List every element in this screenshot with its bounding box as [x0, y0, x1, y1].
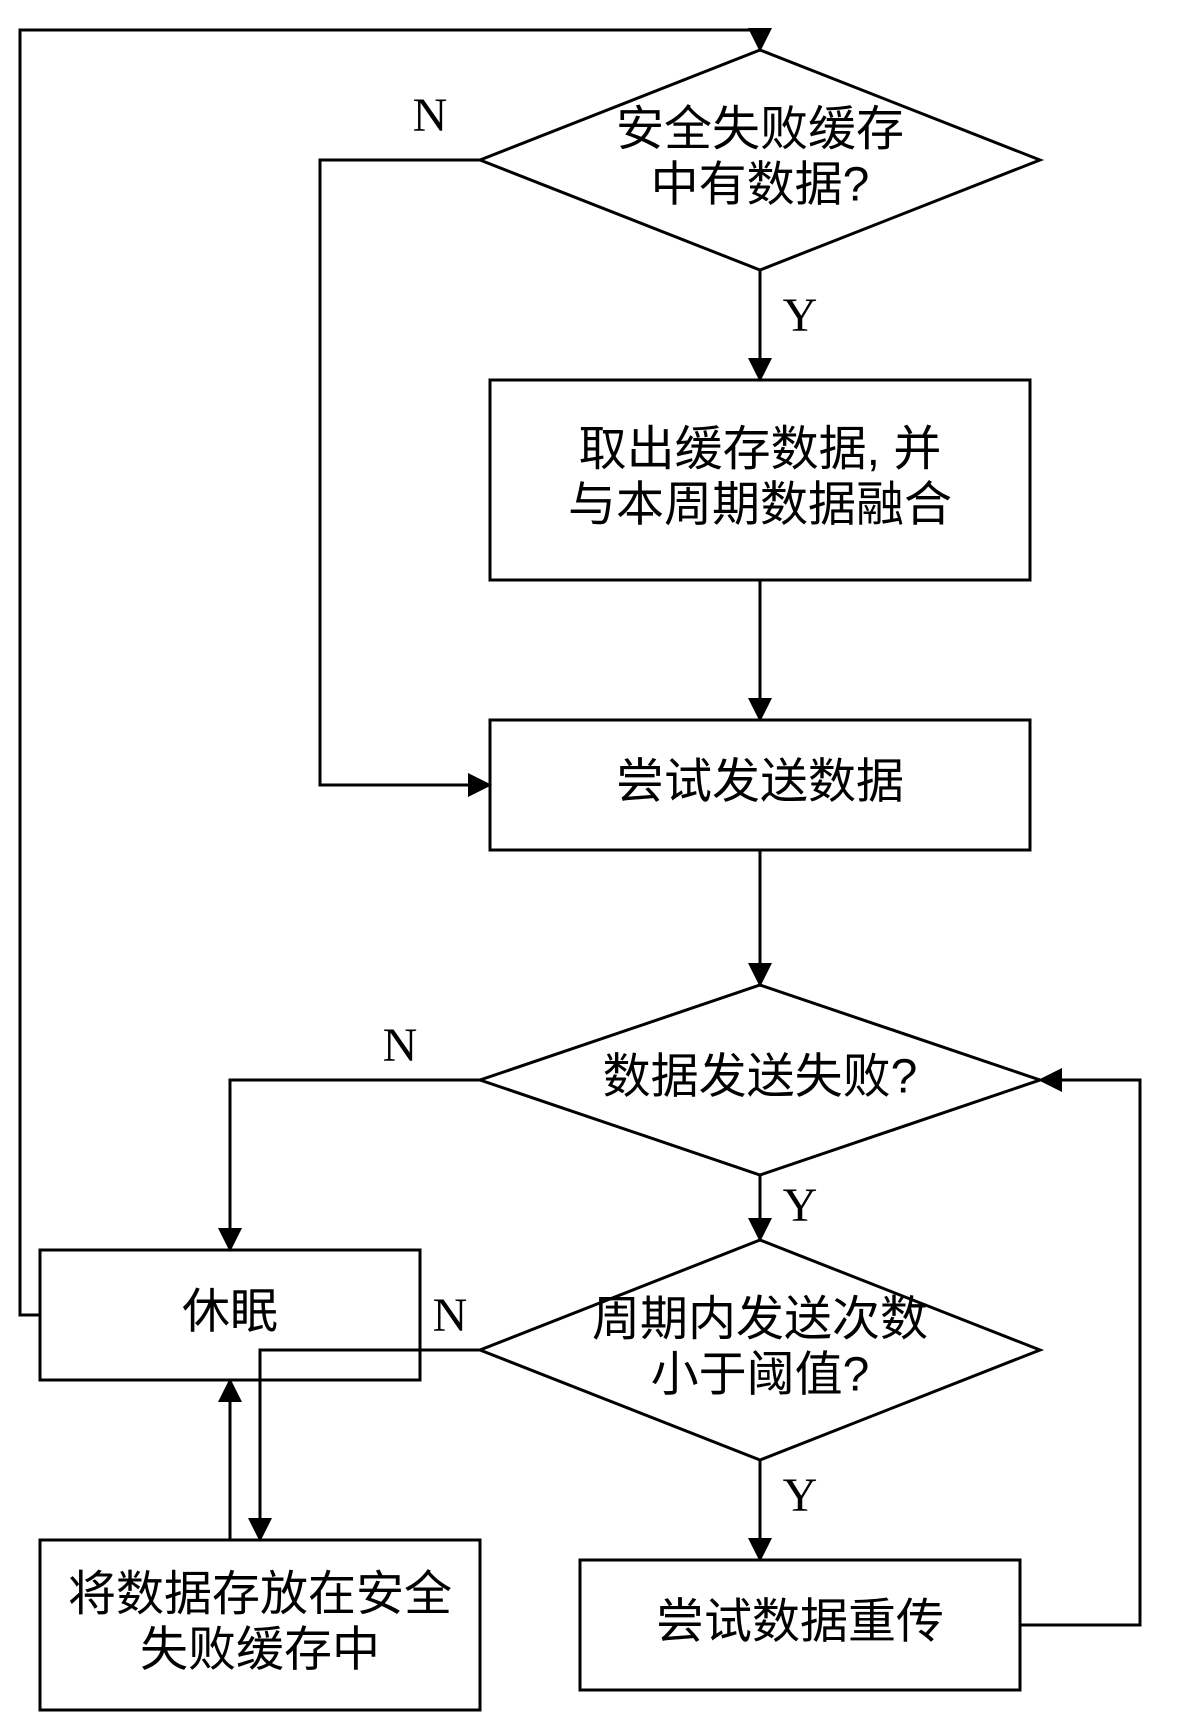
branch-label-0: N — [413, 89, 448, 142]
node-text: 安全失败缓存 — [616, 103, 904, 156]
node-text: 取出缓存数据, 并 — [579, 423, 942, 476]
node-text: 休眠 — [182, 1286, 278, 1339]
flowchart-canvas: 安全失败缓存中有数据? 取出缓存数据, 并与本周期数据融合尝试发送数据数据发送失败… — [0, 0, 1199, 1734]
node-text: 失败缓存中 — [140, 1623, 380, 1676]
branch-label-2: N — [383, 1019, 418, 1072]
node-text: 与本周期数据融合 — [568, 478, 952, 531]
edge-8 — [320, 160, 490, 785]
node-text: 将数据存放在安全 — [68, 1568, 452, 1621]
node-text: 尝试发送数据 — [616, 756, 904, 809]
node-text: 中有数据? — [651, 158, 870, 211]
node-text: 数据发送失败? — [603, 1051, 918, 1104]
branch-label-4: N — [433, 1289, 468, 1342]
node-text: 小于阈值? — [651, 1348, 870, 1401]
branch-label-3: Y — [783, 1179, 818, 1232]
edge-5 — [230, 1080, 480, 1250]
branch-label-1: Y — [783, 289, 818, 342]
edge-10 — [1020, 1080, 1140, 1625]
branch-label-5: Y — [783, 1469, 818, 1522]
node-text: 周期内发送次数 — [592, 1293, 928, 1346]
node-text: 尝试数据重传 — [656, 1596, 944, 1649]
edge-9 — [20, 30, 760, 1315]
